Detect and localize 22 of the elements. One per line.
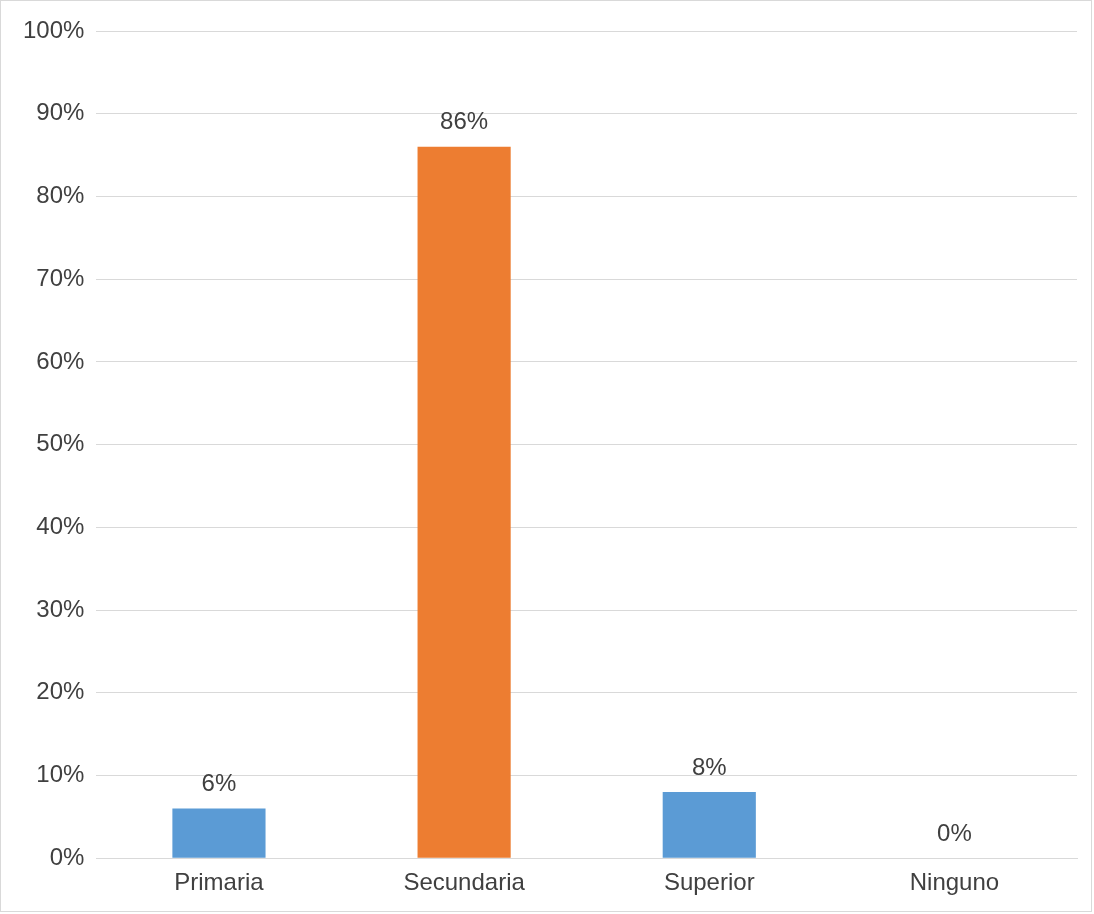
x-tick-label: Primaria: [174, 868, 265, 896]
bar: [417, 146, 511, 858]
y-tick-label: 90%: [36, 98, 85, 126]
bar: [662, 792, 756, 858]
data-label: 6%: [201, 769, 237, 797]
x-tick-label: Ninguno: [909, 868, 1000, 896]
x-tick-label: Superior: [663, 868, 755, 896]
bar: [172, 808, 266, 858]
y-tick-label: 20%: [36, 677, 85, 705]
y-tick-label: 60%: [36, 346, 85, 374]
y-tick-label: 10%: [36, 760, 85, 788]
data-label: 8%: [691, 752, 727, 780]
x-tick-label: Secundaria: [403, 868, 526, 896]
y-tick-label: 50%: [36, 429, 85, 457]
y-tick-label: 40%: [36, 511, 85, 539]
data-label: 86%: [440, 107, 489, 135]
y-tick-label: 30%: [36, 594, 85, 622]
y-tick-label: 100%: [22, 15, 85, 43]
y-tick-label: 70%: [36, 263, 85, 291]
data-label: 0%: [937, 818, 972, 846]
y-tick-label: 0%: [49, 842, 85, 870]
y-tick-label: 80%: [36, 181, 85, 209]
